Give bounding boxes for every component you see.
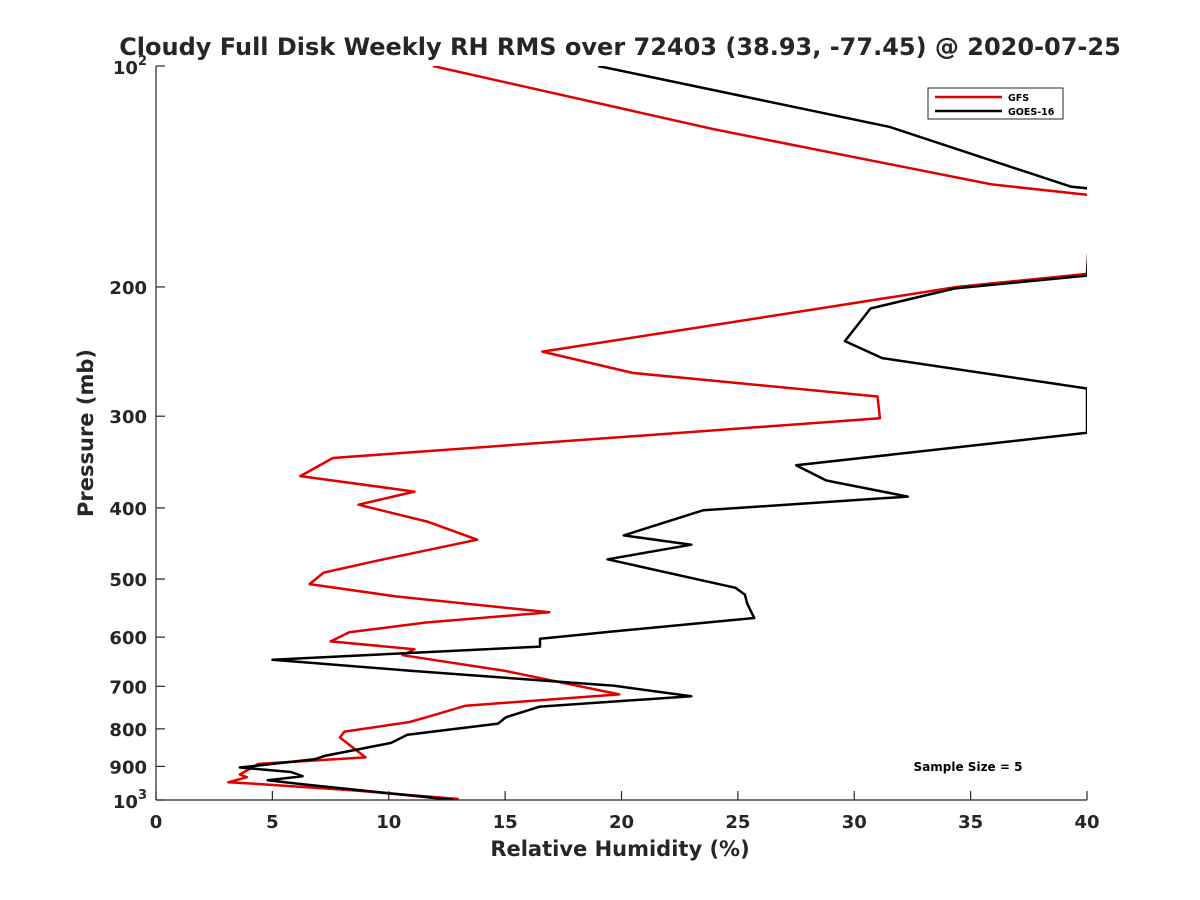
series-line-goes16 bbox=[238, 66, 1087, 800]
legend: GFS GOES-16 bbox=[927, 87, 1064, 120]
y-tick-label: 500 bbox=[109, 570, 147, 591]
y-tick-label: 102 bbox=[113, 54, 147, 79]
x-tick-label: 25 bbox=[725, 812, 750, 833]
y-tick-label: 300 bbox=[109, 407, 147, 428]
x-tick-label: 35 bbox=[958, 812, 983, 833]
x-axis-label: Relative Humidity (%) bbox=[490, 837, 749, 861]
y-axis-label: Pressure (mb) bbox=[74, 349, 98, 517]
y-tick-label: 900 bbox=[109, 757, 147, 778]
legend-label-gfs: GFS bbox=[1008, 93, 1029, 104]
y-tick-label: 600 bbox=[109, 628, 147, 649]
y-tick-label: 200 bbox=[109, 278, 147, 299]
axes-layer: 0 5 10 15 20 25 30 35 40 102 200 300 400 500 600 700 800… bbox=[109, 54, 1099, 833]
x-tick-label: 30 bbox=[842, 812, 867, 833]
y-tick-label: 400 bbox=[109, 499, 147, 520]
chart-title: Cloudy Full Disk Weekly RH RMS over 7240… bbox=[119, 33, 1121, 61]
series-layer bbox=[226, 66, 1087, 800]
series-line-gfs bbox=[226, 66, 1087, 800]
x-tick-label: 5 bbox=[266, 812, 279, 833]
sample-size-annotation: Sample Size = 5 bbox=[914, 760, 1023, 774]
x-tick-label: 20 bbox=[609, 812, 634, 833]
y-tick-label: 103 bbox=[113, 788, 147, 813]
legend-box bbox=[927, 87, 1064, 120]
y-tick-label: 700 bbox=[109, 677, 147, 698]
y-tick-label: 800 bbox=[109, 720, 147, 741]
x-tick-label: 15 bbox=[493, 812, 518, 833]
legend-label-goes16: GOES-16 bbox=[1008, 107, 1055, 118]
x-tick-label: 10 bbox=[376, 812, 401, 833]
x-tick-label: 0 bbox=[150, 812, 163, 833]
x-tick-label: 40 bbox=[1074, 812, 1099, 833]
